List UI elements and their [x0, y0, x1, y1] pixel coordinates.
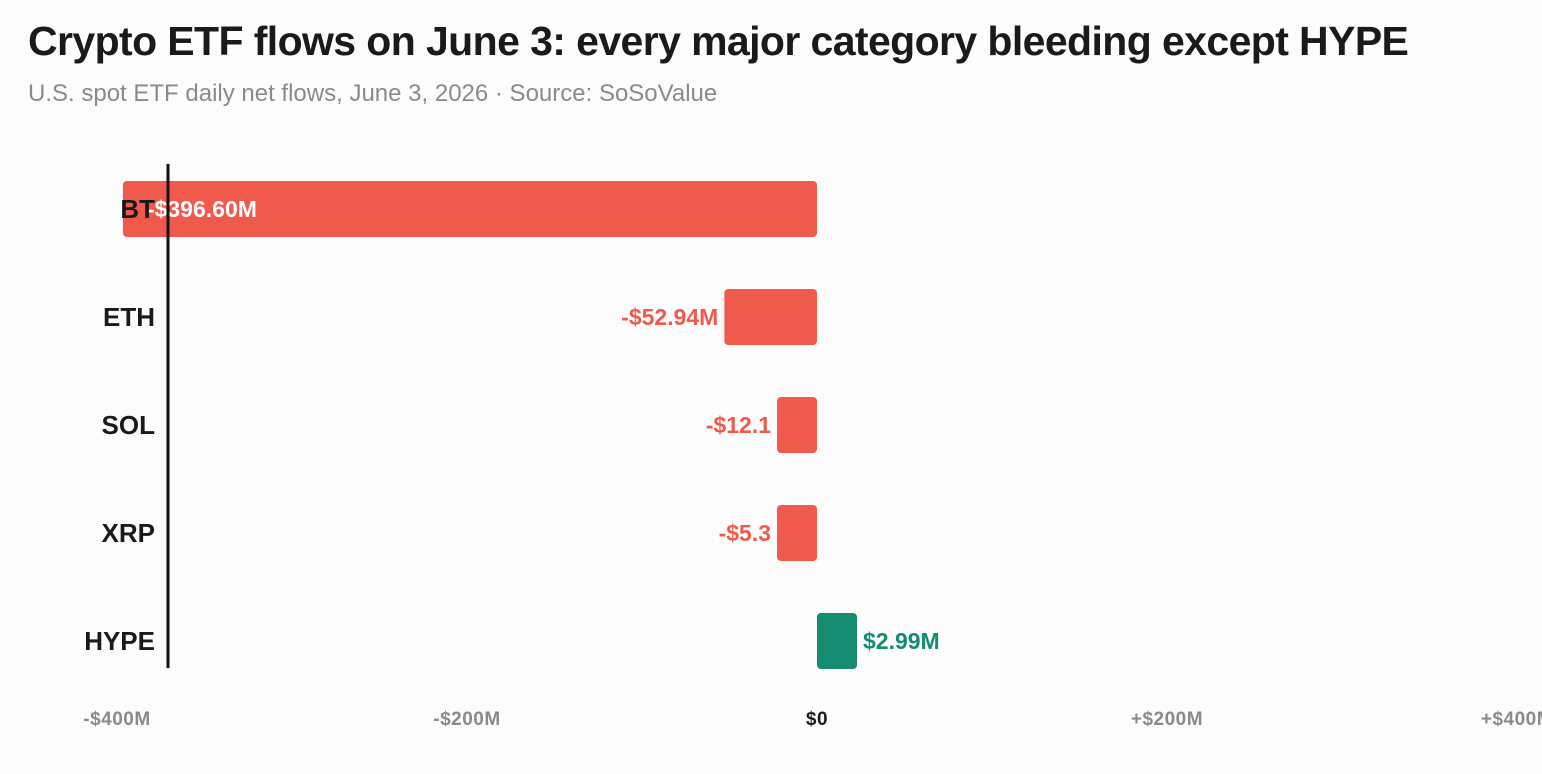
chart-title: Crypto ETF flows on June 3: every major …: [28, 18, 1409, 64]
value-label-xrp: -$5.3: [719, 520, 771, 546]
x-tick-label: -$200M: [433, 709, 500, 730]
x-tick-label: -$400M: [83, 709, 150, 730]
value-label-sol: -$12.1: [706, 412, 771, 438]
bar-sol: [777, 397, 817, 453]
value-label-eth: -$52.94M: [621, 304, 718, 330]
x-tick-label: $0: [806, 709, 828, 730]
bar-xrp: [777, 505, 817, 561]
category-label-hype: HYPE: [84, 626, 155, 656]
bar-eth: [724, 289, 817, 345]
x-axis-ticks: -$400M -$200M $0 +$200M +$400M: [83, 709, 1542, 730]
value-label-hype: $2.99M: [863, 628, 940, 654]
category-label-btc: BT: [120, 194, 155, 224]
category-label-eth: ETH: [103, 302, 155, 332]
x-tick-label: +$200M: [1131, 709, 1203, 730]
bar-btc: [122, 181, 817, 237]
chart-subtitle: U.S. spot ETF daily net flows, June 3, 2…: [28, 80, 718, 107]
category-label-sol: SOL: [102, 410, 156, 440]
bar-hype: [817, 613, 857, 669]
bars-layer: [122, 181, 857, 669]
category-label-xrp: XRP: [102, 518, 155, 548]
x-tick-label: +$400M: [1481, 709, 1542, 730]
value-label-btc: -$396.60M: [147, 196, 257, 222]
value-labels-layer: -$396.60M -$52.94M -$12.1 -$5.3 $2.99M: [147, 196, 940, 654]
category-labels-layer: BT ETH SOL XRP HYPE: [84, 194, 155, 656]
